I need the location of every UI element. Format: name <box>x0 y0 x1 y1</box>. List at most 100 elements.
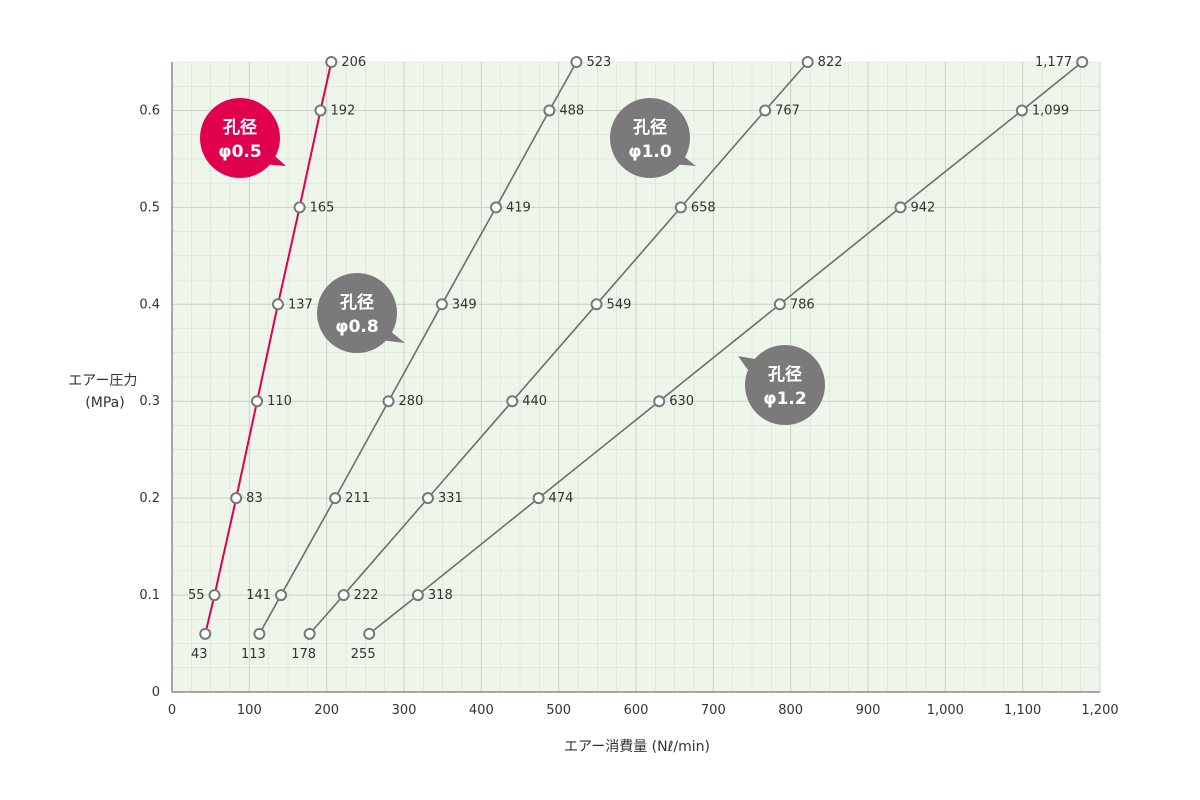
data-label: 83 <box>246 491 263 506</box>
callout-bubble <box>200 98 280 178</box>
data-point <box>506 395 519 408</box>
data-label: 523 <box>586 55 611 70</box>
y-axis-title-line-2: (MPa) <box>85 395 124 411</box>
data-point <box>590 298 603 311</box>
data-label: 280 <box>399 394 424 409</box>
data-point <box>271 298 284 311</box>
data-label: 786 <box>790 297 815 312</box>
callout-line-2: φ1.0 <box>628 142 672 162</box>
series-line <box>309 61 809 635</box>
tick-labels: 0 100 200 300 400 500 600 700 800 900 1,000 1,100 1,… <box>139 103 1118 718</box>
data-point <box>199 627 212 640</box>
data-point <box>208 589 221 602</box>
x-tick-label: 800 <box>778 703 803 718</box>
data-point <box>293 201 306 214</box>
data-point <box>382 395 395 408</box>
data-point <box>773 298 786 311</box>
data-point <box>801 56 814 68</box>
data-label: 658 <box>691 200 716 215</box>
callout-1: 孔径 φ0.8 <box>317 273 405 353</box>
y-axis-title: エアー圧力 (MPa) <box>68 373 142 411</box>
callout-bubble <box>317 273 397 353</box>
y-tick-label: 0.6 <box>139 103 160 118</box>
series-line <box>258 61 578 635</box>
data-label: 822 <box>818 55 843 70</box>
callout-bubble <box>745 345 825 425</box>
x-tick-label: 200 <box>314 703 339 718</box>
x-axis-title: エアー消費量 (Nℓ/min) <box>564 739 710 755</box>
y-tick-label: 0.3 <box>139 394 160 409</box>
data-label: 549 <box>607 297 632 312</box>
series-callouts: 孔径 φ0.5 孔径 φ0.8 孔径 φ1.0 孔径 φ1.2 <box>200 98 825 425</box>
data-point <box>532 492 545 505</box>
series-3: 255 318 474 630 786 942 1,099 1,177 <box>351 55 1089 662</box>
data-point <box>435 298 448 311</box>
data-point <box>570 56 583 68</box>
x-tick-label: 1,200 <box>1081 703 1118 718</box>
callout-line-2: φ0.8 <box>335 317 378 337</box>
series-line <box>368 61 1083 635</box>
data-point <box>759 104 772 117</box>
callout-line-1: 孔径 <box>633 117 667 138</box>
data-point <box>1015 104 1028 117</box>
data-point <box>251 395 264 408</box>
data-label: 137 <box>288 297 313 312</box>
x-tick-label: 500 <box>546 703 571 718</box>
data-label: 211 <box>345 491 370 506</box>
callout-2: 孔径 φ1.0 <box>610 98 696 178</box>
data-label: 474 <box>549 491 574 506</box>
data-label: 178 <box>291 647 316 662</box>
series-1: 113 141 211 280 349 419 488 523 <box>241 55 611 662</box>
data-label: 1,099 <box>1032 103 1069 118</box>
data-label: 113 <box>241 647 266 662</box>
x-tick-label: 0 <box>168 703 176 718</box>
x-tick-label: 700 <box>701 703 726 718</box>
y-tick-label: 0 <box>152 685 160 700</box>
data-label: 110 <box>267 394 292 409</box>
data-point <box>325 56 338 68</box>
data-point <box>674 201 687 214</box>
data-point <box>337 589 350 602</box>
data-point <box>411 589 424 602</box>
x-tick-label: 1,100 <box>1004 703 1041 718</box>
callout-0: 孔径 φ0.5 <box>200 98 286 178</box>
x-tick-label: 300 <box>392 703 417 718</box>
y-tick-label: 0.4 <box>139 297 160 312</box>
series-2: 178 222 331 440 549 658 767 822 <box>291 55 842 662</box>
data-point <box>230 492 243 505</box>
series-0: 43 55 83 110 137 165 192 206 <box>188 55 366 662</box>
data-label: 1,177 <box>1035 55 1072 70</box>
data-label: 55 <box>188 588 205 603</box>
axes <box>171 62 1100 693</box>
data-point <box>543 104 556 117</box>
data-point <box>421 492 434 505</box>
callout-line-1: 孔径 <box>340 292 374 313</box>
x-tick-label: 1,000 <box>927 703 964 718</box>
x-tick-label: 100 <box>237 703 262 718</box>
data-label: 488 <box>559 103 584 118</box>
data-label: 630 <box>669 394 694 409</box>
data-label: 43 <box>191 647 208 662</box>
data-label: 192 <box>330 103 355 118</box>
data-point <box>329 492 342 505</box>
data-point <box>275 589 288 602</box>
data-label: 942 <box>910 200 935 215</box>
x-tick-label: 900 <box>856 703 881 718</box>
callout-3: 孔径 φ1.2 <box>738 345 825 425</box>
data-label: 419 <box>506 200 531 215</box>
data-label: 318 <box>428 588 453 603</box>
callout-line-2: φ1.2 <box>763 389 806 409</box>
data-label: 141 <box>246 588 271 603</box>
data-point <box>303 627 316 640</box>
data-point <box>894 201 907 214</box>
data-point <box>490 201 503 214</box>
y-tick-label: 0.1 <box>139 588 160 603</box>
callout-bubble <box>610 98 690 178</box>
series-group: 43 55 83 110 137 165 192 206 113 141 211 280 349 419 4… <box>188 55 1089 662</box>
y-tick-label: 0.5 <box>139 200 160 215</box>
data-point <box>253 627 266 640</box>
y-tick-label: 0.2 <box>139 491 160 506</box>
data-point <box>314 104 327 117</box>
data-point <box>363 627 376 640</box>
